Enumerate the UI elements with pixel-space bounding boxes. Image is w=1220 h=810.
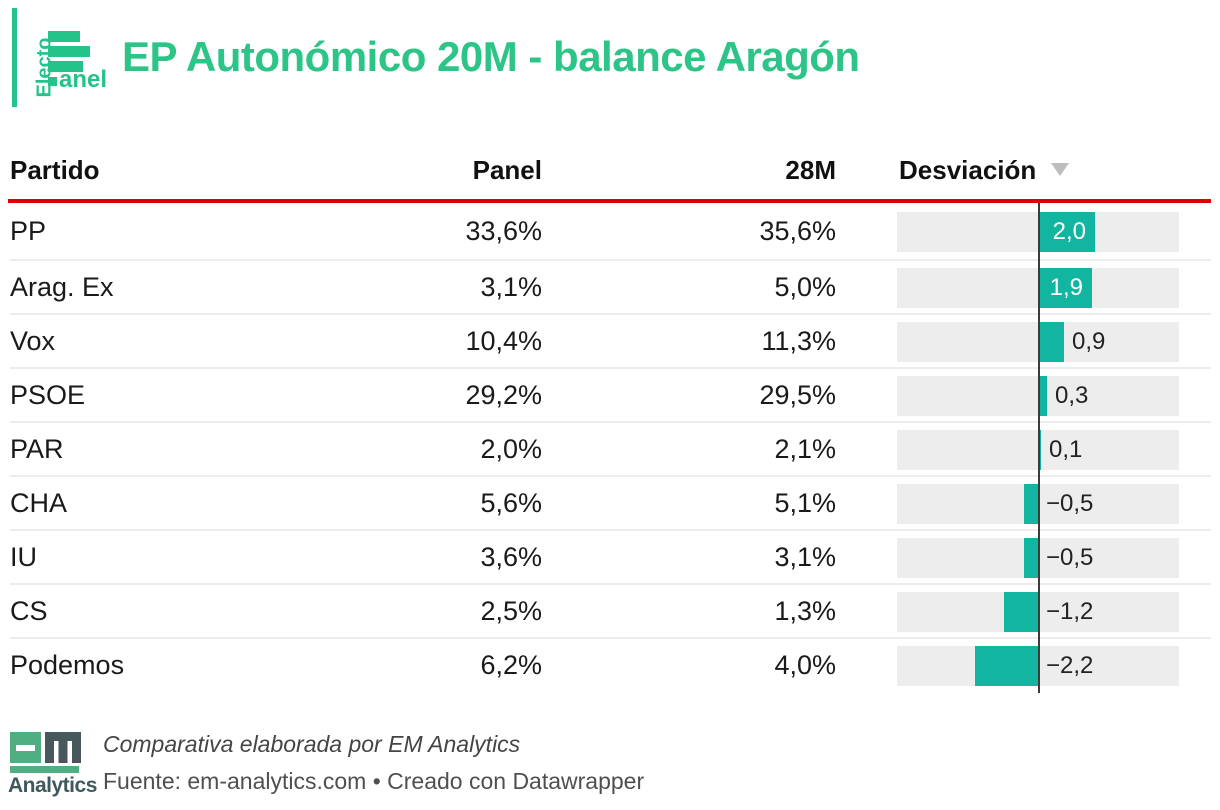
logo-square-icon	[48, 77, 57, 86]
cell-28m: 2,1%	[774, 434, 836, 464]
table-row: CS 2,5% 1,3% −1,2	[10, 583, 1211, 637]
cell-panel: 33,6%	[465, 216, 542, 246]
deviation-value-label: −0,5	[1046, 544, 1094, 571]
cell-panel: 10,4%	[465, 326, 542, 356]
cell-28m: 1,3%	[774, 596, 836, 626]
cell-28m: 11,3%	[761, 326, 836, 356]
table-row: PSOE 29,2% 29,5% 0,3	[10, 367, 1211, 421]
logo-underline-icon	[10, 766, 79, 773]
deviation-value-label: 0,3	[1055, 382, 1089, 409]
table-row: PP 33,6% 35,6% 2,0	[10, 205, 1211, 259]
table-row: CHA 5,6% 5,1% −0,5	[10, 475, 1211, 529]
sort-descending-icon[interactable]	[1051, 163, 1069, 176]
logo-bar-icon	[48, 31, 80, 42]
cell-partido: PP	[10, 216, 47, 246]
cell-panel: 3,1%	[480, 272, 542, 302]
table-row: Vox 10,4% 11,3% 0,9	[10, 313, 1211, 367]
column-header-panel[interactable]: Panel	[472, 155, 542, 185]
table-row: PAR 2,0% 2,1% 0,1	[10, 421, 1211, 475]
deviation-bar	[1038, 322, 1064, 362]
cell-partido: Vox	[10, 326, 56, 356]
cell-partido: IU	[10, 542, 37, 572]
zero-axis-line	[1038, 203, 1040, 693]
deviation-bar	[1004, 592, 1038, 632]
cell-panel: 29,2%	[465, 380, 542, 410]
cell-partido: PSOE	[10, 380, 86, 410]
deviation-bar	[975, 646, 1038, 686]
logo-bar-icon	[48, 61, 83, 72]
deviation-bar	[1024, 538, 1038, 578]
footer-source[interactable]: Fuente: em-analytics.com • Creado con Da…	[103, 768, 645, 794]
deviation-bar	[1038, 268, 1092, 308]
deviation-value-label: 0,9	[1072, 328, 1106, 355]
column-header-28m[interactable]: 28M	[785, 155, 836, 185]
deviation-bar	[1038, 212, 1095, 252]
cell-28m: 3,1%	[774, 542, 836, 572]
logo-e-block-icon	[10, 732, 41, 763]
cell-28m: 35,6%	[759, 216, 836, 246]
table-header-row: Partido Panel 28M Desviación	[10, 148, 1211, 192]
logo-bar-icon	[48, 46, 90, 57]
table-row: Podemos 6,2% 4,0% −2,2	[10, 637, 1211, 691]
cell-partido: PAR	[10, 434, 64, 464]
deviation-value-label: 2,0	[1052, 218, 1086, 245]
table-row: Arag. Ex 3,1% 5,0% 1,9	[10, 259, 1211, 313]
header-rule	[8, 199, 1211, 203]
cell-panel: 2,5%	[480, 596, 542, 626]
brand-accent-stripe	[12, 8, 17, 107]
electopanel-logo: Electo anel	[26, 22, 121, 107]
column-header-partido[interactable]: Partido	[10, 155, 100, 185]
deviation-value-label: −0,5	[1046, 490, 1094, 517]
logo-m-icon	[45, 732, 81, 763]
cell-28m: 5,1%	[774, 488, 836, 518]
cell-panel: 5,6%	[480, 488, 542, 518]
cell-panel: 6,2%	[480, 650, 542, 680]
deviation-value-label: 0,1	[1049, 436, 1083, 463]
logo-e-dash-icon	[16, 745, 35, 751]
cell-partido: CHA	[10, 488, 68, 518]
deviation-value-label: −1,2	[1046, 598, 1094, 625]
table-row: IU 3,6% 3,1% −0,5	[10, 529, 1211, 583]
cell-28m: 29,5%	[759, 380, 836, 410]
cell-partido: Podemos	[10, 650, 125, 680]
deviation-value-label: −2,2	[1046, 652, 1094, 679]
electopanel-logo-suffix: anel	[59, 66, 108, 93]
deviation-value-label: 1,9	[1049, 274, 1083, 301]
cell-panel: 3,6%	[480, 542, 542, 572]
cell-partido: CS	[10, 596, 48, 626]
deviation-bar	[1024, 484, 1038, 524]
table-body: PP 33,6% 35,6% 2,0 Arag. Ex 3,1% 5,0% 1,9 Vox 10,…	[10, 205, 1211, 691]
footer-byline: Comparativa elaborada por EM Analytics	[103, 731, 521, 757]
deviation-bar	[1038, 376, 1047, 416]
cell-28m: 4,0%	[774, 650, 836, 680]
footer-logo-text: Analytics	[8, 774, 97, 797]
em-analytics-logo: Analytics	[8, 730, 103, 797]
cell-28m: 5,0%	[774, 272, 836, 302]
cell-partido: Arag. Ex	[10, 272, 114, 302]
cell-panel: 2,0%	[480, 434, 542, 464]
page-title: EP Autonómico 20M - balance Aragón	[122, 33, 860, 80]
column-header-desviacion[interactable]: Desviación	[899, 155, 1037, 185]
